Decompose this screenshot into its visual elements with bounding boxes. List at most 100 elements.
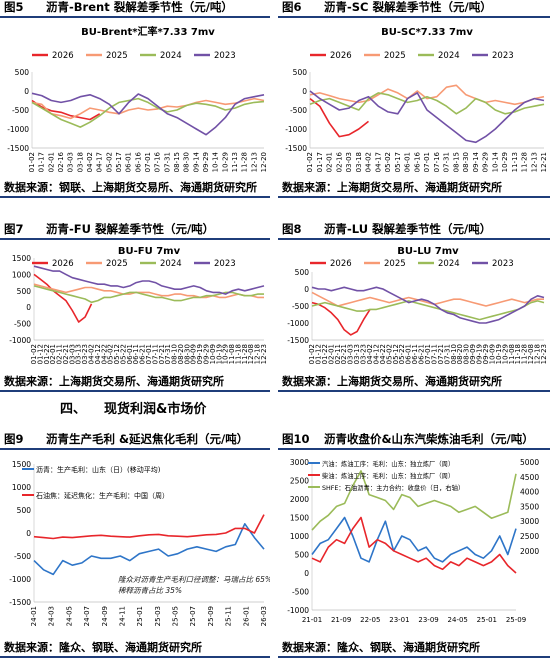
x-tick-label: 01-12 <box>314 344 322 364</box>
y-tick-label: 2500 <box>290 477 309 486</box>
x-tick-label: 07-31 <box>443 344 451 364</box>
x-tick-label: 05-22 <box>119 344 127 364</box>
legend-label: 2024 <box>438 259 460 269</box>
x-tick-label: 09-19 <box>196 344 204 364</box>
chart-title: BU-Brent*汇率*7.33 7mv <box>81 25 215 38</box>
x-tick-label: 07-01 <box>144 152 152 172</box>
figure-title: 沥青生产毛利 &延迟焦化毛利（元/吨） <box>46 432 249 446</box>
x-tick-label: 04-02 <box>366 344 374 364</box>
legend-label: 2025 <box>106 51 128 61</box>
x-tick-label: 03-13 <box>353 344 361 364</box>
x-tick-label: 12-08 <box>527 344 535 364</box>
x-tick-label: 05-02 <box>385 344 393 364</box>
y-tick-label: 2000 <box>290 495 309 504</box>
series-line <box>309 97 369 138</box>
x-tick-label: 09-14 <box>472 151 480 172</box>
series-line <box>31 99 101 121</box>
x-tick-label: 07-21 <box>437 344 445 364</box>
x-tick-label: 03-03 <box>68 344 76 364</box>
x-tick-label: 08-10 <box>171 344 179 364</box>
x-tick-label: 24-05 <box>448 616 468 624</box>
chart-annotation: 隆众对沥青生产毛利口径调整：马瑞占比 65%， <box>118 575 270 584</box>
figure-6: 图6 沥青-SC 裂解差季节性（元/吨） BU-SC*7.33 7mv 500 0 -5… <box>278 0 550 200</box>
y-tick-label: 1000 <box>12 270 31 279</box>
chart-title: BU-LU 7mv <box>397 246 459 257</box>
x-tick-label: 07-31 <box>163 152 171 172</box>
x-tick-label: 05-02 <box>384 152 392 172</box>
data-source: 数据来源：上海期货交易所、海通期货研究所 <box>278 374 550 392</box>
figure-9: 图9 沥青生产毛利 &延迟焦化毛利（元/吨） 1500 1000 500 0 -500 -1… <box>0 432 270 660</box>
x-tick-label: 06-11 <box>411 344 419 364</box>
y-tick-label: -1000 <box>9 336 31 345</box>
x-tick-label: 10-09 <box>209 344 217 364</box>
x-tick-label: 10-14 <box>491 151 499 172</box>
x-tick-label: 06-11 <box>132 344 140 364</box>
x-tick-label: 11-28 <box>241 344 249 364</box>
series-line <box>31 97 265 120</box>
x-tick-label: 04-17 <box>374 152 382 172</box>
x-tick-label: 02-11 <box>56 344 64 364</box>
figure-header: 图9 沥青生产毛利 &延迟焦化毛利（元/吨） <box>0 432 270 450</box>
x-tick-label: 04-02 <box>86 152 94 172</box>
x-tick-label: 04-02 <box>88 344 96 364</box>
x-tick-label: 24-05 <box>65 606 73 626</box>
x-tick-label: 11-28 <box>241 152 249 172</box>
chart-area: BU-LU 7mv 500 0 -500 -1000 -1500 01-02 01-12 01-… <box>278 242 550 374</box>
x-tick-label: 24-07 <box>83 606 91 626</box>
chart-title: BU-FU 7mv <box>118 246 181 257</box>
legend-label: 2024 <box>160 259 182 269</box>
y-tick-label: -500 <box>290 106 307 115</box>
figure-id: 图6 <box>282 0 302 14</box>
x-tick-label: 04-22 <box>100 344 108 364</box>
x-tick-label: 08-10 <box>450 344 458 364</box>
x-tick-label: 02-01 <box>49 344 57 364</box>
legend-label: 2025 <box>384 259 406 269</box>
x-tick-label: 23-09 <box>418 616 438 624</box>
data-source: 数据来源：隆众、钢联、海通期货研究所 <box>278 640 550 658</box>
x-tick-label: 01-22 <box>43 344 51 364</box>
legend-label: 2023 <box>214 259 236 269</box>
x-tick-label: 12-23 <box>260 344 268 364</box>
seasonal-chart: BU-LU 7mv 500 0 -500 -1000 -150001-0201-1201-… <box>287 246 548 364</box>
series-line <box>311 516 517 574</box>
x-tick-label: 09-09 <box>469 344 477 364</box>
x-tick-label: 09-29 <box>202 152 210 172</box>
x-tick-label: 08-15 <box>173 152 181 172</box>
section-heading: 四、 现货利润&市场价 <box>60 398 206 417</box>
x-tick-label: 05-12 <box>113 344 121 364</box>
x-tick-label: 07-11 <box>151 344 159 364</box>
figure-header: 图10 沥青收盘价&山东汽柴炼油毛利（元/吨） <box>278 432 550 450</box>
x-tick-label: 24-11 <box>118 606 126 626</box>
y2-tick-label: 2500 <box>520 532 539 541</box>
y-tick-label: -1000 <box>287 319 309 328</box>
series-line <box>309 92 545 115</box>
series-line <box>311 286 545 324</box>
x-tick-label: 01-22 <box>321 344 329 364</box>
y-tick-label: 1000 <box>290 532 309 541</box>
figure-title: 沥青-SC 裂解差季节性（元/吨） <box>324 0 492 14</box>
x-tick-label: 04-02 <box>365 152 373 172</box>
seasonal-chart: BU-Brent*汇率*7.33 7mv5000-500-1000-150001… <box>7 25 268 172</box>
y-tick-label: -1500 <box>9 598 31 607</box>
x-tick-label: 08-30 <box>463 344 471 364</box>
x-tick-label: 02-01 <box>327 344 335 364</box>
y2-tick-label: 3500 <box>520 502 539 511</box>
x-tick-label: 04-12 <box>372 344 380 364</box>
chart-area: 3000 2500 2000 1500 1000 500 0 -500 -1000 5000 450… <box>278 452 550 640</box>
x-tick-label: 25-03 <box>154 606 162 626</box>
y2-tick-label: 3000 <box>520 517 539 526</box>
series-line <box>311 470 517 531</box>
x-tick-label: 09-19 <box>476 344 484 364</box>
chart-area: BU-SC*7.33 7mv 500 0 -500 -1000 -1500 01-02 01-… <box>278 20 550 180</box>
series-line <box>311 301 371 336</box>
y-tick-label: 0 <box>304 285 309 294</box>
x-tick-label: 12-23 <box>540 344 548 364</box>
x-tick-label: 02-16 <box>335 151 343 172</box>
x-tick-label: 02-01 <box>326 152 334 172</box>
x-tick-label: 12-20 <box>260 152 268 172</box>
series-line <box>31 97 265 128</box>
legend-label: 2026 <box>52 259 74 269</box>
x-tick-label: 01-02 <box>308 344 316 364</box>
x-tick-label: 12-18 <box>534 344 542 364</box>
